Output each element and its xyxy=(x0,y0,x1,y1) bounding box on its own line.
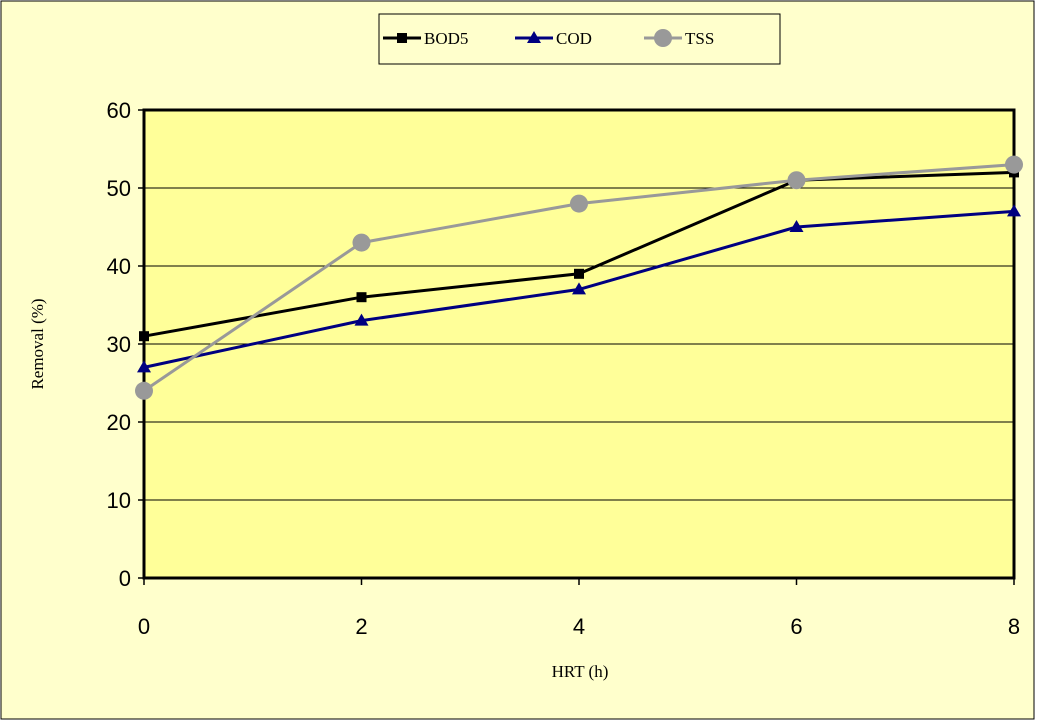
y-tick-label: 50 xyxy=(107,176,131,201)
legend-label-cod: COD xyxy=(556,29,592,48)
data-point-cod xyxy=(572,282,586,295)
data-point-tss xyxy=(1005,155,1023,174)
x-tick-label: 8 xyxy=(1008,614,1020,639)
legend-marker-bod5 xyxy=(397,33,407,43)
data-point-tss xyxy=(570,194,588,213)
y-tick-label: 0 xyxy=(119,566,131,591)
legend-marker-cod xyxy=(527,31,541,43)
data-point-cod xyxy=(137,360,151,373)
data-point-tss xyxy=(787,171,806,190)
data-point-cod xyxy=(1007,204,1021,217)
x-tick-label: 2 xyxy=(355,614,367,639)
data-point-cod xyxy=(354,313,369,326)
y-tick-label: 10 xyxy=(107,488,131,513)
y-tick-label: 30 xyxy=(107,332,131,357)
legend-label-tss: TSS xyxy=(685,29,714,48)
x-tick-label: 4 xyxy=(573,614,585,639)
data-point-bod5 xyxy=(139,331,149,342)
data-point-tss xyxy=(135,381,153,400)
y-tick-label: 60 xyxy=(107,98,131,123)
y-tick-label: 40 xyxy=(107,254,131,279)
x-tick-label: 0 xyxy=(138,614,150,639)
series-markers xyxy=(135,155,1023,400)
data-point-bod5 xyxy=(356,292,367,303)
data-point-cod xyxy=(789,220,804,232)
data-point-tss xyxy=(352,233,371,252)
y-tick-label: 20 xyxy=(107,410,131,435)
legend: BOD5 COD TSS xyxy=(378,13,781,65)
legend-marker-tss xyxy=(654,29,672,47)
x-axis-title: HRT (h) xyxy=(552,662,609,681)
y-axis-ticks: 0 10 20 30 40 50 60 xyxy=(107,98,144,591)
y-axis-title: Removal (%) xyxy=(28,298,47,389)
legend-label-bod5: BOD5 xyxy=(424,29,468,48)
x-tick-label: 6 xyxy=(790,614,802,639)
data-point-bod5 xyxy=(574,268,584,279)
x-axis-ticks: 0 2 4 6 8 xyxy=(138,578,1020,639)
legend-items: BOD5 COD TSS xyxy=(383,29,714,48)
legend-box xyxy=(378,13,781,65)
